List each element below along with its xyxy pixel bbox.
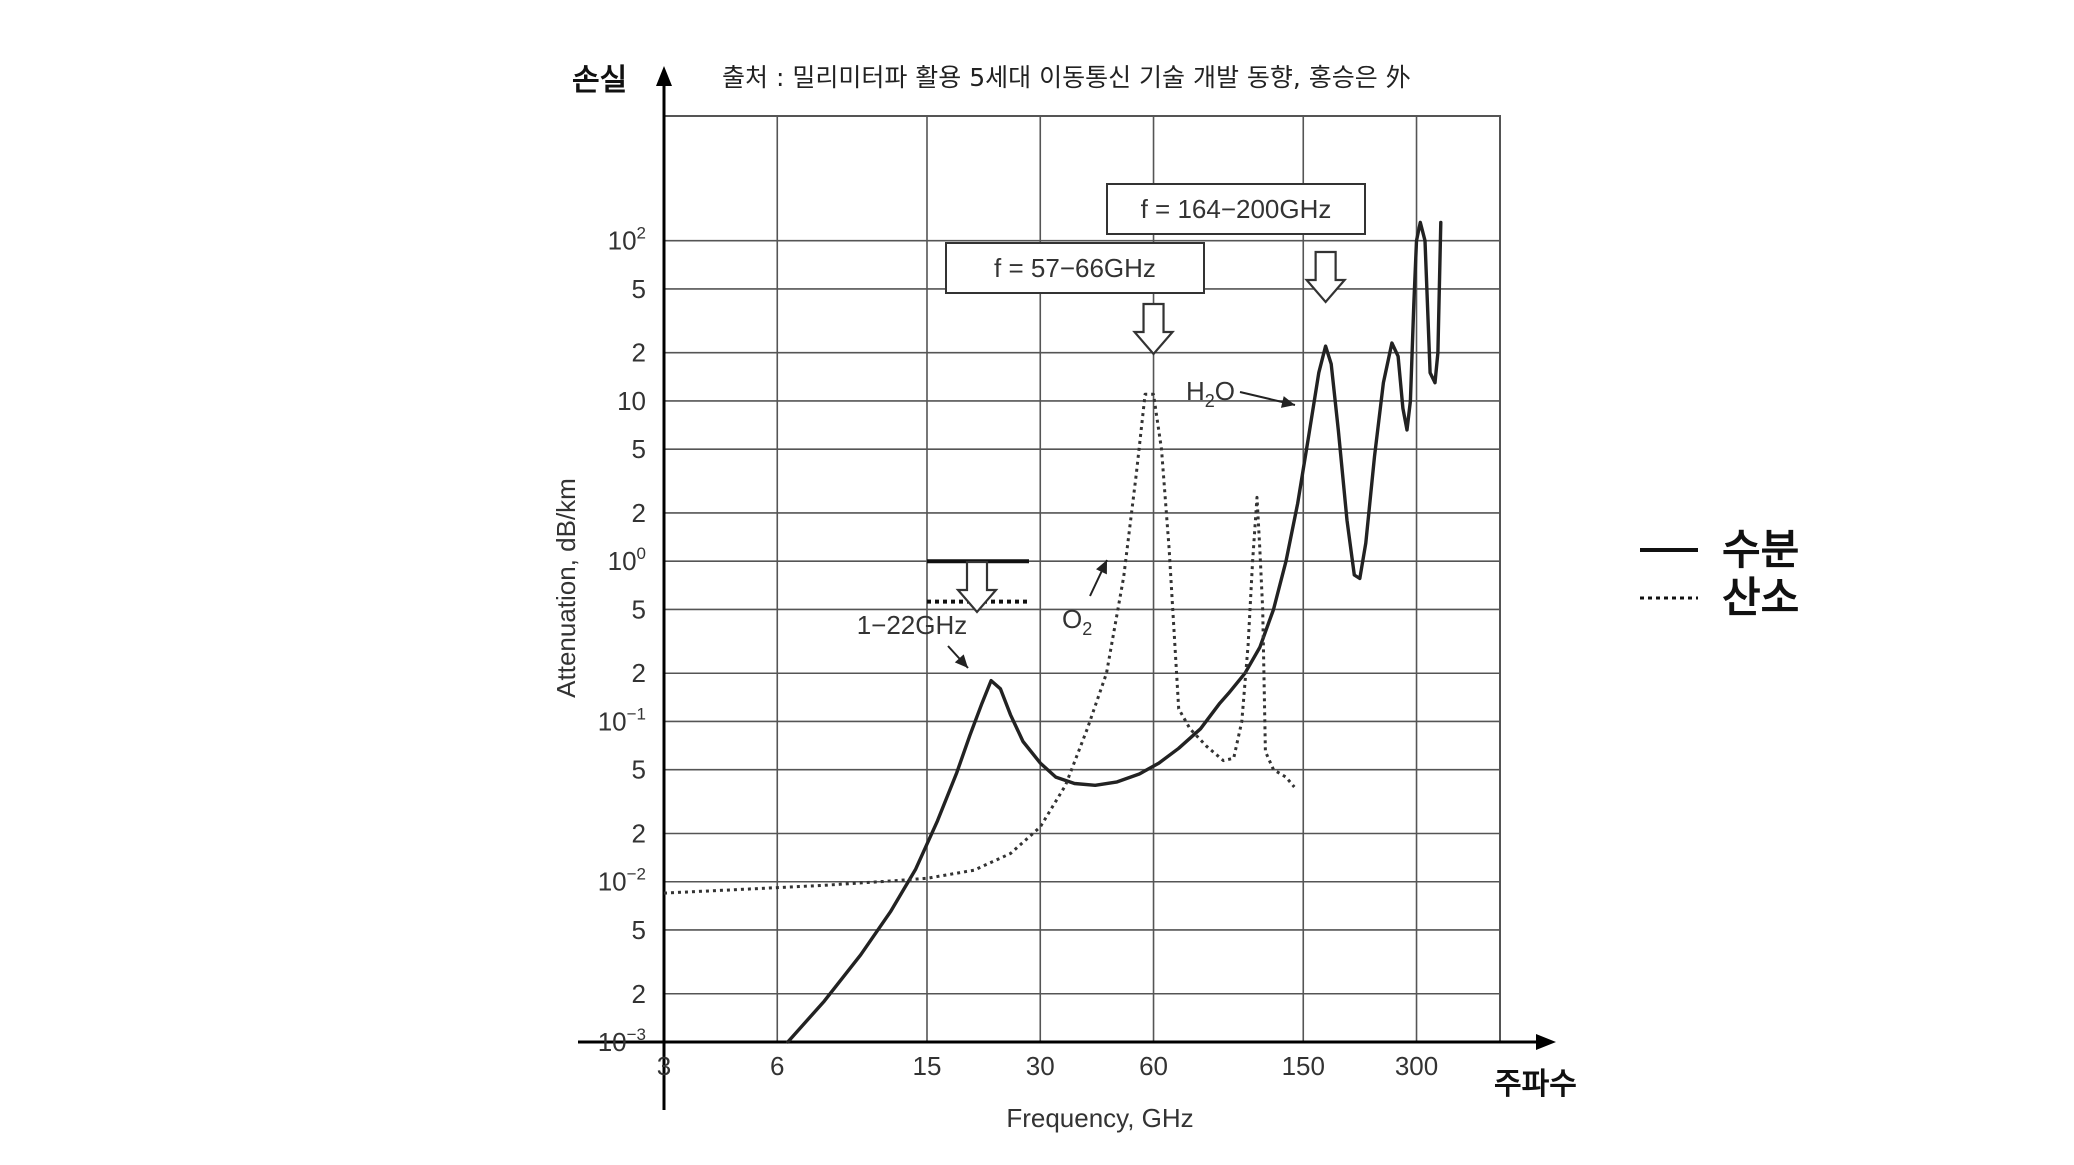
y-tick-label: 102 — [608, 224, 646, 256]
arrow-level-icon — [955, 560, 999, 614]
y-tick-label: 2 — [632, 498, 646, 528]
y-axis-arrowhead — [656, 66, 672, 86]
y-tick-label: 5 — [632, 594, 646, 624]
y-tick-label: 2 — [632, 818, 646, 848]
x-tick-label: 3 — [657, 1051, 671, 1081]
y-tick-label: 10 — [617, 386, 646, 416]
tick-labels: 3 6 15 30 60 150 30010−32510−22510−12510025102… — [598, 224, 1439, 1081]
x-tick-label: 30 — [1026, 1051, 1055, 1081]
annotation-o2-label: O2 — [1062, 604, 1092, 639]
annotation-57-66-box — [945, 242, 1205, 294]
source-caption: 출처 : 밀리미터파 활용 5세대 이동통신 기술 개발 동향, 홍승은 外 — [722, 63, 1411, 92]
axes — [578, 66, 1556, 1110]
annotation-o2-pointer-head — [1096, 560, 1107, 575]
y-tick-label: 2 — [632, 338, 646, 368]
y-tick-label: 10−3 — [598, 1025, 646, 1057]
series-line-water — [786, 220, 1443, 1044]
arrow-57-66-icon — [1132, 302, 1175, 356]
x-tick-label: 300 — [1395, 1051, 1438, 1081]
y-tick-label: 100 — [608, 544, 646, 576]
y-tick-label: 5 — [632, 434, 646, 464]
annotation-164-200-box — [1106, 183, 1366, 235]
y-tick-label: 10−1 — [598, 704, 646, 736]
x-tick-label: 150 — [1282, 1051, 1325, 1081]
x-axis-label: Frequency, GHz — [1006, 1103, 1193, 1133]
arrow-164-200-icon — [1304, 250, 1348, 304]
y-tick-label: 10−2 — [598, 865, 646, 897]
legend-label: 산소 — [1722, 573, 1799, 622]
x-tick-label: 15 — [913, 1051, 942, 1081]
x-tick-label: 6 — [770, 1051, 784, 1081]
series-line-oxygen — [663, 392, 1296, 895]
annotations-group: f = 57−66GHz f = 164−200GHz 1−22GHz O2 H2O — [857, 183, 1366, 669]
y-tick-label: 5 — [632, 274, 646, 304]
annotation-h2o-label: H2O — [1186, 376, 1235, 411]
x-tick-label: 60 — [1139, 1051, 1168, 1081]
annotation-164-200-label: f = 164−200GHz — [1141, 194, 1332, 224]
y-tick-label: 5 — [632, 755, 646, 785]
annotation-h2o-pointer-head — [1280, 396, 1295, 408]
y-tick-label: 5 — [632, 915, 646, 945]
x-right-label: 주파수 — [1494, 1067, 1577, 1102]
annotation-57-66-label: f = 57−66GHz — [994, 253, 1156, 283]
y-tick-label: 2 — [632, 658, 646, 688]
annotation-1-22-label: 1−22GHz — [857, 610, 968, 640]
y-axis-label: Attenuation, dB/km — [551, 478, 581, 698]
y-top-label: 손실 — [572, 63, 627, 98]
annotation-1-22-pointer-head — [954, 654, 968, 668]
legend-label: 수분 — [1722, 525, 1799, 574]
x-axis-arrowhead — [1536, 1034, 1556, 1050]
y-tick-label: 2 — [632, 979, 646, 1009]
